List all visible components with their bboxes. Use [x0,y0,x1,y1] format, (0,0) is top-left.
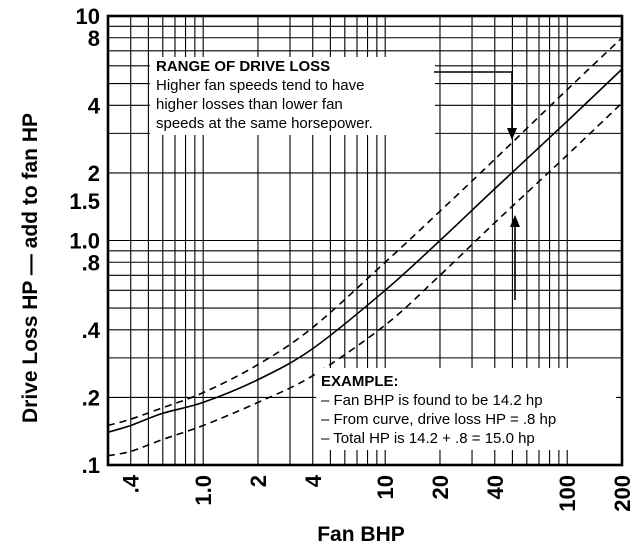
solid-curve-1 [107,68,623,433]
y-tick-label: .8 [82,250,100,275]
x-tick-label: 1.0 [191,475,216,506]
example-title: EXAMPLE: [321,373,399,390]
y-axis-title: Drive Loss HP — add to fan HP [19,113,42,423]
x-tick-label: .4 [119,474,144,493]
series-layer [107,37,623,457]
range-line-3: speeds at the same horsepower. [156,115,373,132]
x-tick-label: 10 [373,475,398,499]
annotation-layer: RANGE OF DRIVE LOSS Higher fan speeds te… [150,57,616,450]
y-tick-label: 1.0 [69,229,100,254]
range-line-1: Higher fan speeds tend to have [156,77,364,94]
plot-frame [106,14,624,467]
y-tick-label: 10 [76,4,100,29]
example-annotation-box [316,368,616,450]
y-tick-label: 1.5 [69,189,100,214]
y-tick-label: .2 [82,385,100,410]
y-tick-label: 2 [88,161,100,186]
arrow-head-up [510,215,520,227]
example-line-2: – From curve, drive loss HP = .8 hp [321,411,556,428]
x-tick-label: 4 [301,474,326,487]
range-title: RANGE OF DRIVE LOSS [156,58,330,75]
dashed-curve-2 [107,37,623,427]
arrow-head-down [507,128,517,140]
range-line-2: higher losses than lower fan [156,96,343,113]
range-annotation-box [150,57,435,135]
x-tick-label: 200 [610,475,634,512]
example-line-3: – Total HP is 14.2 + .8 = 15.0 hp [321,430,535,447]
arrow-to-upper-curve [434,71,513,130]
x-axis-title: Fan BHP [317,523,405,546]
y-tick-label: 4 [88,93,101,118]
y-tick-label: .1 [82,453,100,478]
x-tick-label: 2 [246,475,271,487]
example-line-1: – Fan BHP is found to be 14.2 hp [321,392,543,409]
y-tick-label: 8 [88,26,100,51]
y-tick-label: .4 [82,318,101,343]
x-tick-label: 100 [555,475,580,512]
x-tick-label: 40 [483,475,508,499]
dashed-curve-3 [107,102,623,457]
x-tick-label: 20 [428,475,453,499]
